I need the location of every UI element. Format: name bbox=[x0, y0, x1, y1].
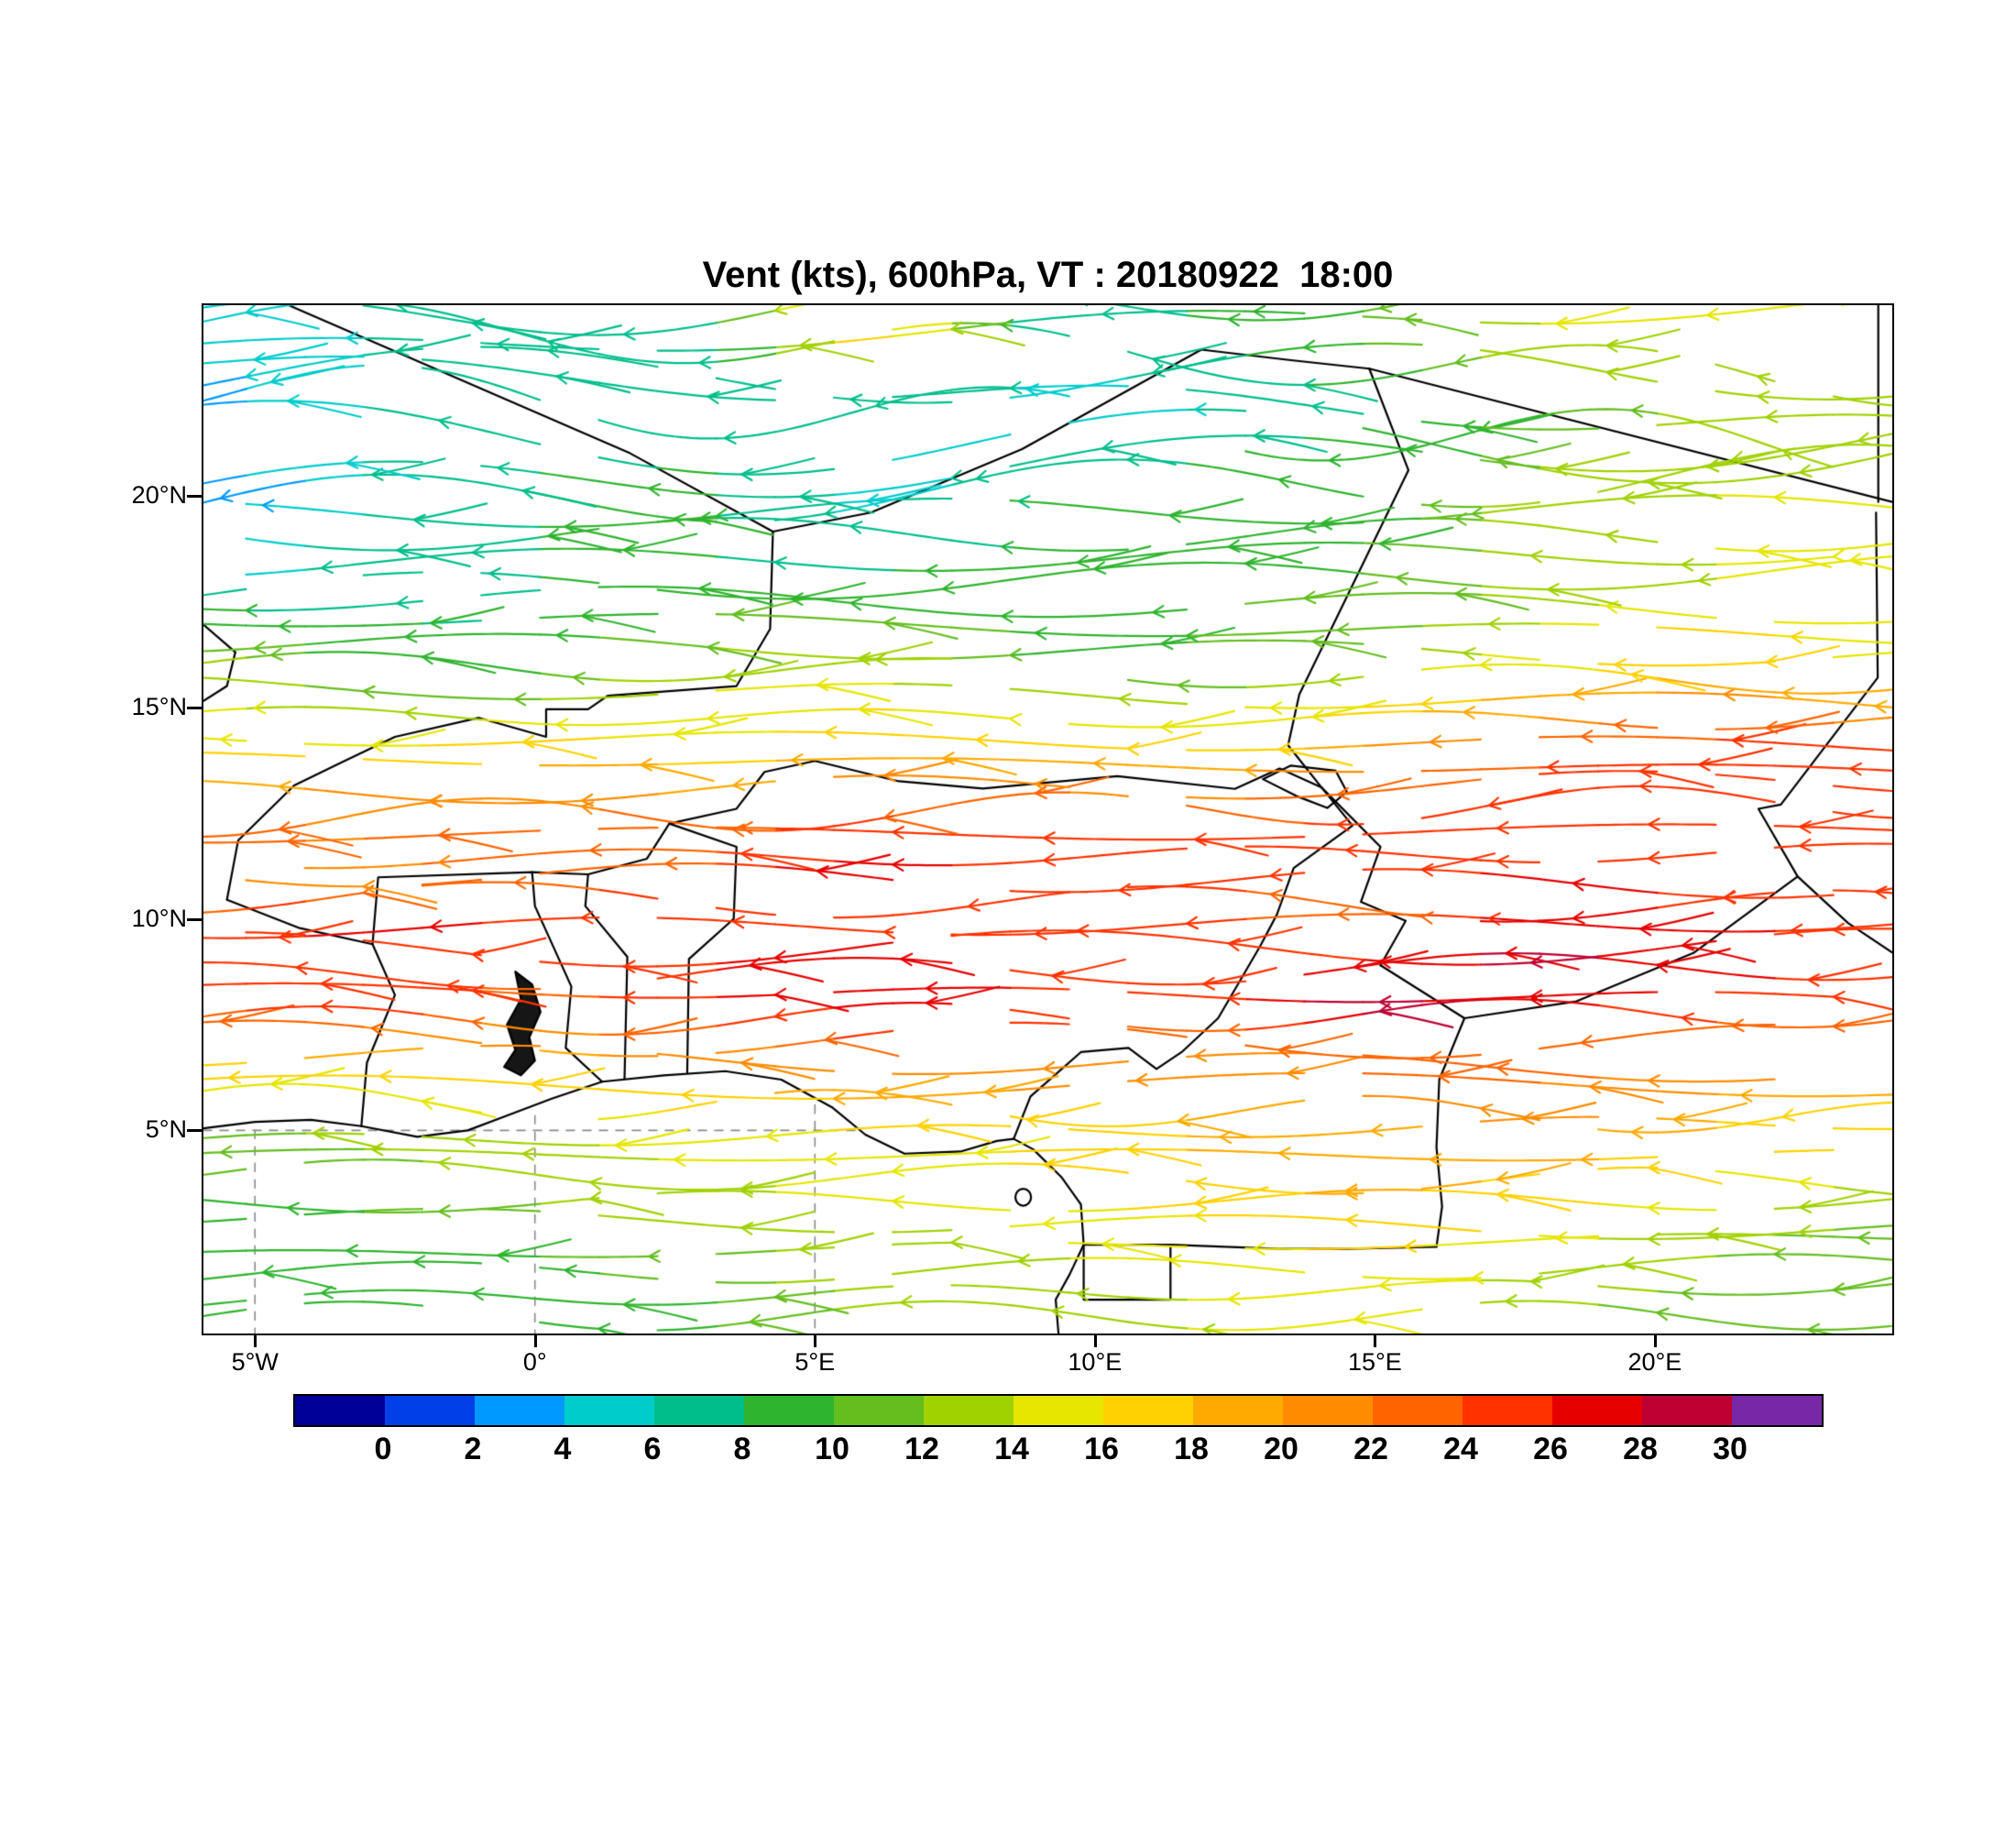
colorbar-tick-label: 18 bbox=[1174, 1432, 1209, 1466]
chart-title: Vent (kts), 600hPa, VT : 20180922 18:00 bbox=[702, 255, 1394, 295]
colorbar-segment bbox=[1373, 1396, 1463, 1425]
x-tick-label: 5°E bbox=[794, 1348, 836, 1376]
colorbar-segment bbox=[1552, 1396, 1642, 1425]
colorbar-tick-label: 28 bbox=[1623, 1432, 1658, 1466]
x-tick-mark bbox=[1093, 1334, 1097, 1347]
colorbar-tick-label: 2 bbox=[464, 1432, 482, 1466]
colorbar-segment bbox=[834, 1396, 924, 1425]
colorbar-tick-label: 26 bbox=[1533, 1432, 1568, 1466]
x-tick-label: 5°W bbox=[231, 1348, 279, 1376]
colorbar-tick-label: 0 bbox=[374, 1432, 392, 1466]
x-tick-label: 0° bbox=[522, 1348, 547, 1376]
colorbar-tick-label: 22 bbox=[1353, 1432, 1388, 1466]
x-tick-mark bbox=[254, 1334, 257, 1347]
colorbar-segment bbox=[654, 1396, 744, 1425]
colorbar-segment bbox=[924, 1396, 1013, 1425]
x-tick-label: 20°E bbox=[1627, 1348, 1682, 1376]
colorbar-tick-label: 24 bbox=[1443, 1432, 1478, 1466]
colorbar-tick-label: 6 bbox=[643, 1432, 662, 1466]
colorbar-segment bbox=[564, 1396, 654, 1425]
colorbar-segment bbox=[475, 1396, 564, 1425]
colorbar-segment bbox=[1283, 1396, 1373, 1425]
colorbar-segment bbox=[1463, 1396, 1552, 1425]
colorbar-segment bbox=[1193, 1396, 1283, 1425]
colorbar-segment bbox=[1103, 1396, 1193, 1425]
colorbar-segment bbox=[385, 1396, 475, 1425]
y-tick-label: 10°N bbox=[131, 904, 187, 932]
colorbar-tick-label: 12 bbox=[904, 1432, 939, 1466]
y-tick-label: 5°N bbox=[145, 1115, 187, 1144]
colorbar-segment bbox=[744, 1396, 834, 1425]
x-tick-label: 15°E bbox=[1347, 1348, 1402, 1376]
x-tick-mark bbox=[1374, 1334, 1377, 1347]
colorbar-segment bbox=[1732, 1396, 1822, 1425]
colorbar-segment bbox=[1642, 1396, 1732, 1425]
y-tick-label: 20°N bbox=[131, 480, 187, 509]
y-tick-mark bbox=[187, 494, 202, 498]
x-tick-label: 10°E bbox=[1068, 1348, 1123, 1376]
colorbar-segment bbox=[295, 1396, 385, 1425]
colorbar-tick-label: 4 bbox=[553, 1432, 572, 1466]
colorbar-tick-label: 20 bbox=[1264, 1432, 1298, 1466]
y-tick-mark bbox=[187, 706, 202, 709]
y-tick-mark bbox=[187, 1129, 202, 1133]
colorbar bbox=[293, 1394, 1824, 1427]
x-tick-mark bbox=[533, 1334, 537, 1347]
y-tick-mark bbox=[187, 917, 202, 921]
colorbar-tick-label: 30 bbox=[1713, 1432, 1748, 1466]
colorbar-tick-label: 16 bbox=[1084, 1432, 1119, 1466]
x-tick-mark bbox=[814, 1334, 817, 1347]
y-tick-label: 15°N bbox=[131, 692, 187, 720]
colorbar-tick-label: 10 bbox=[815, 1432, 849, 1466]
colorbar-segment bbox=[1013, 1396, 1103, 1425]
wind-streamline-map-canvas bbox=[203, 305, 1892, 1334]
x-tick-mark bbox=[1653, 1334, 1657, 1347]
colorbar-tick-label: 14 bbox=[994, 1432, 1029, 1466]
map-frame bbox=[202, 303, 1894, 1335]
colorbar-tick-label: 8 bbox=[733, 1432, 751, 1466]
